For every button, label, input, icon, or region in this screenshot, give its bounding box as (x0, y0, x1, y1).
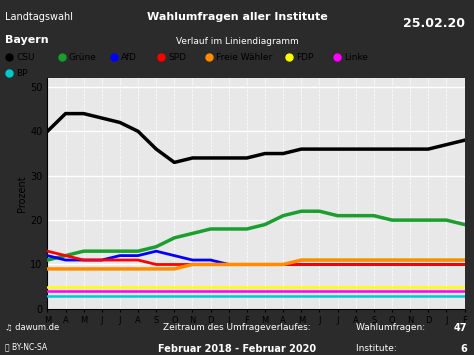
Text: 47: 47 (454, 323, 467, 333)
Text: SPD: SPD (168, 53, 186, 62)
Text: 6: 6 (460, 344, 467, 354)
Text: BP: BP (17, 69, 28, 78)
Y-axis label: Prozent: Prozent (18, 175, 27, 212)
Text: ⓒ BY-NC-SA: ⓒ BY-NC-SA (5, 342, 47, 351)
Text: FDP: FDP (296, 53, 314, 62)
Text: Februar 2018 - Februar 2020: Februar 2018 - Februar 2020 (158, 344, 316, 354)
Text: CSU: CSU (17, 53, 35, 62)
Text: Wahlumfragen aller Institute: Wahlumfragen aller Institute (146, 11, 328, 22)
Text: Linke: Linke (344, 53, 367, 62)
Text: Bayern: Bayern (5, 34, 48, 45)
Text: AfD: AfD (121, 53, 137, 62)
Text: Institute:: Institute: (356, 344, 399, 353)
Text: Grüne: Grüne (69, 53, 97, 62)
Text: 25.02.20: 25.02.20 (402, 17, 465, 29)
Text: Zeitraum des Umfrageverlaufes:: Zeitraum des Umfrageverlaufes: (163, 323, 311, 332)
Text: ♫ dawum.de: ♫ dawum.de (5, 323, 59, 332)
Text: Landtagswahl: Landtagswahl (5, 11, 73, 22)
Text: Verlauf im Liniendiagramm: Verlauf im Liniendiagramm (176, 37, 298, 46)
Text: Wahlumfragen:: Wahlumfragen: (356, 323, 428, 332)
Text: Freie Wähler: Freie Wähler (216, 53, 272, 62)
